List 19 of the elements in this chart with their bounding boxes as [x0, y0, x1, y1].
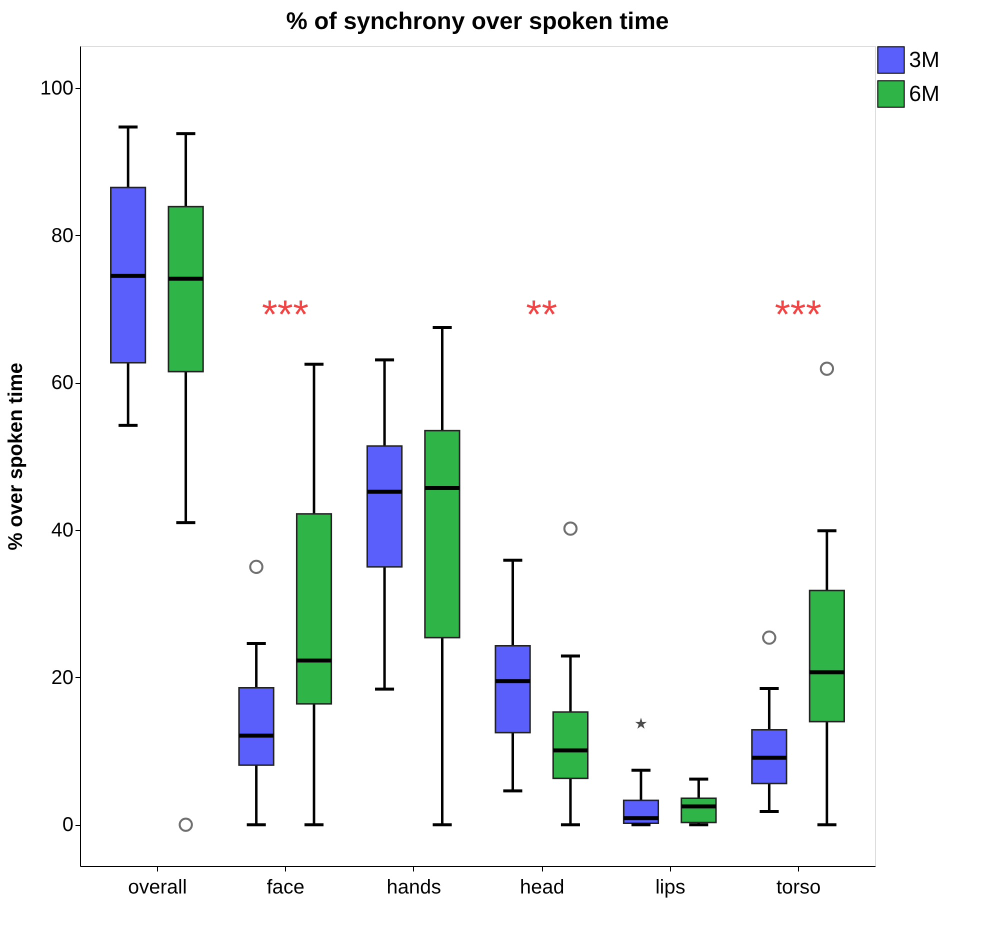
chart-title: % of synchrony over spoken time: [286, 8, 669, 35]
y-tick-label: 60: [51, 372, 74, 394]
y-tick-label: 80: [51, 224, 74, 247]
x-tick-label: hands: [386, 876, 442, 898]
y-tick-label: 100: [40, 77, 74, 100]
x-tick-label: lips: [655, 876, 686, 898]
x-tick-label: torso: [776, 876, 821, 898]
x-tick-label: overall: [128, 876, 187, 898]
annotation: **: [526, 293, 558, 337]
y-tick-label: 40: [51, 520, 74, 542]
legend-label: 3M: [909, 47, 940, 72]
y-tick-label: 20: [51, 666, 74, 689]
legend-label: 6M: [909, 81, 940, 106]
x-tick-label: face: [266, 876, 305, 898]
x-tick-label: head: [520, 876, 564, 898]
y-axis-title: % over spoken time: [5, 362, 28, 550]
y-tick-label: 0: [62, 814, 74, 836]
annotation: ***: [774, 293, 822, 337]
annotation: ***: [262, 293, 309, 337]
